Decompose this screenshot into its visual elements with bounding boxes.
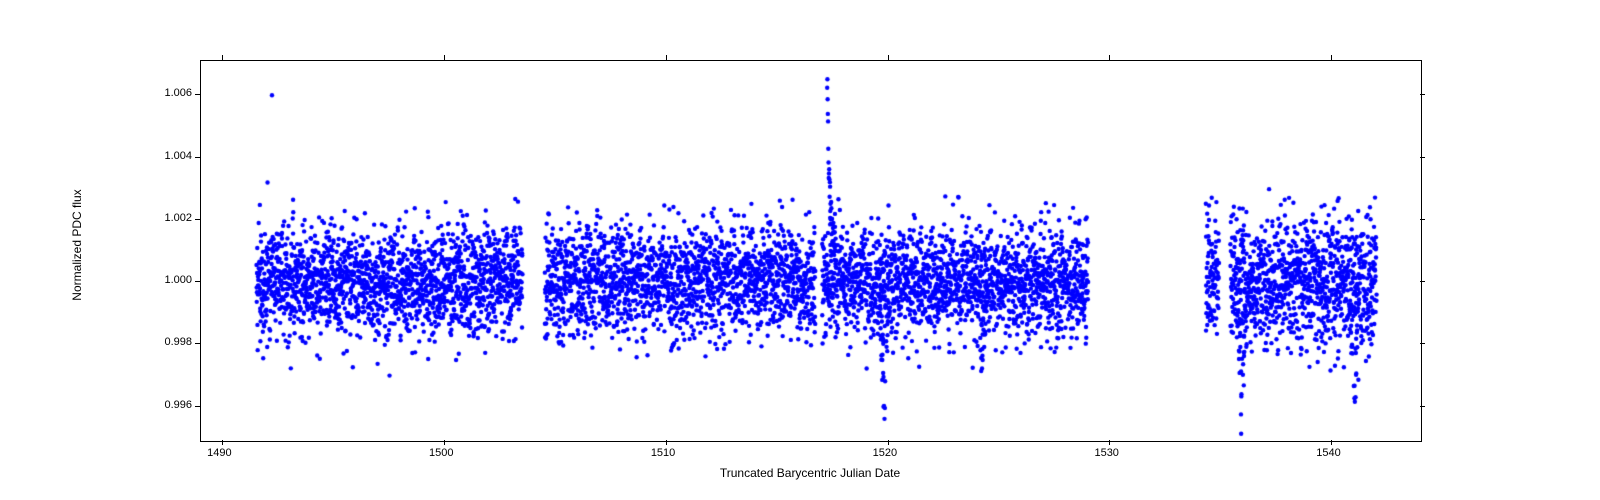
x-tick-mark [222,440,223,445]
x-tick-label: 1500 [429,447,453,459]
y-tick-label: 1.000 [164,274,192,286]
y-tick-mark-right [1420,406,1425,407]
x-tick-mark [444,440,445,445]
x-tick-mark [1331,440,1332,445]
x-tick-label: 1490 [207,447,231,459]
y-tick-label: 1.002 [164,212,192,224]
lightcurve-chart: 1490 1500 1510 1520 1530 1540 0.996 0.998 1.000 1… [0,0,1600,500]
scatter-canvas [201,61,1421,441]
y-tick-label: 0.996 [164,399,192,411]
x-tick-label: 1510 [651,447,675,459]
x-tick-mark-top [222,55,223,60]
y-tick-mark-right [1420,157,1425,158]
y-tick-mark-right [1420,343,1425,344]
y-tick-mark-right [1420,94,1425,95]
y-tick-mark-right [1420,281,1425,282]
y-tick-mark-right [1420,219,1425,220]
x-tick-mark-top [1331,55,1332,60]
y-tick-mark [195,343,200,344]
y-tick-mark [195,406,200,407]
x-tick-mark-top [444,55,445,60]
y-tick-mark [195,157,200,158]
x-tick-label: 1540 [1316,447,1340,459]
x-tick-mark [666,440,667,445]
y-tick-mark [195,281,200,282]
x-tick-mark [888,440,889,445]
y-tick-label: 0.998 [164,336,192,348]
y-axis-label: Normalized PDC flux [70,170,84,320]
x-tick-label: 1520 [873,447,897,459]
plot-area [200,60,1422,442]
y-tick-mark [195,94,200,95]
x-tick-label: 1530 [1094,447,1118,459]
y-tick-label: 1.004 [164,150,192,162]
x-tick-mark-top [1109,55,1110,60]
x-tick-mark [1109,440,1110,445]
x-tick-mark-top [888,55,889,60]
x-axis-label: Truncated Barycentric Julian Date [710,466,910,480]
y-tick-label: 1.006 [164,87,192,99]
y-tick-mark [195,219,200,220]
x-tick-mark-top [666,55,667,60]
